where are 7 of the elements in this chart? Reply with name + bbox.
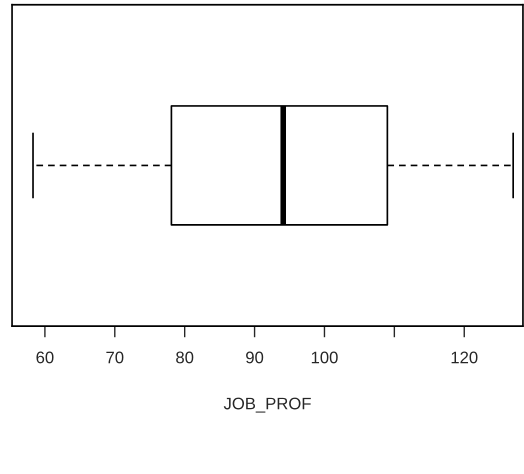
x-tick-label: 90 (246, 352, 264, 364)
x-tick-label: 80 (176, 352, 194, 364)
x-tick-label: 60 (36, 352, 54, 364)
x-tick-label: 70 (106, 352, 124, 364)
x-tick-label: 100 (312, 352, 338, 364)
x-tick-label: 120 (452, 352, 478, 364)
x-axis-title: JOB_PROF (224, 398, 311, 413)
